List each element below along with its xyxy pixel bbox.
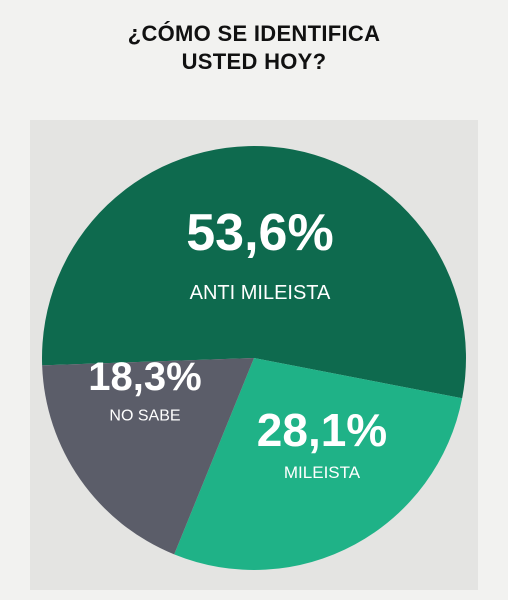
value-label: 53,6% (186, 204, 333, 262)
pie-slice (174, 358, 463, 571)
pie-slice (42, 146, 466, 399)
value-label: 28,1% (257, 404, 387, 456)
category-label: NO SABE (109, 408, 180, 425)
pie-slice (42, 358, 254, 555)
chart-title: ¿CÓMO SE IDENTIFICA USTED HOY? (127, 21, 381, 74)
category-label: MILEISTA (284, 463, 361, 482)
category-label: ANTI MILEISTA (190, 282, 331, 304)
value-label: 18,3% (88, 355, 201, 399)
